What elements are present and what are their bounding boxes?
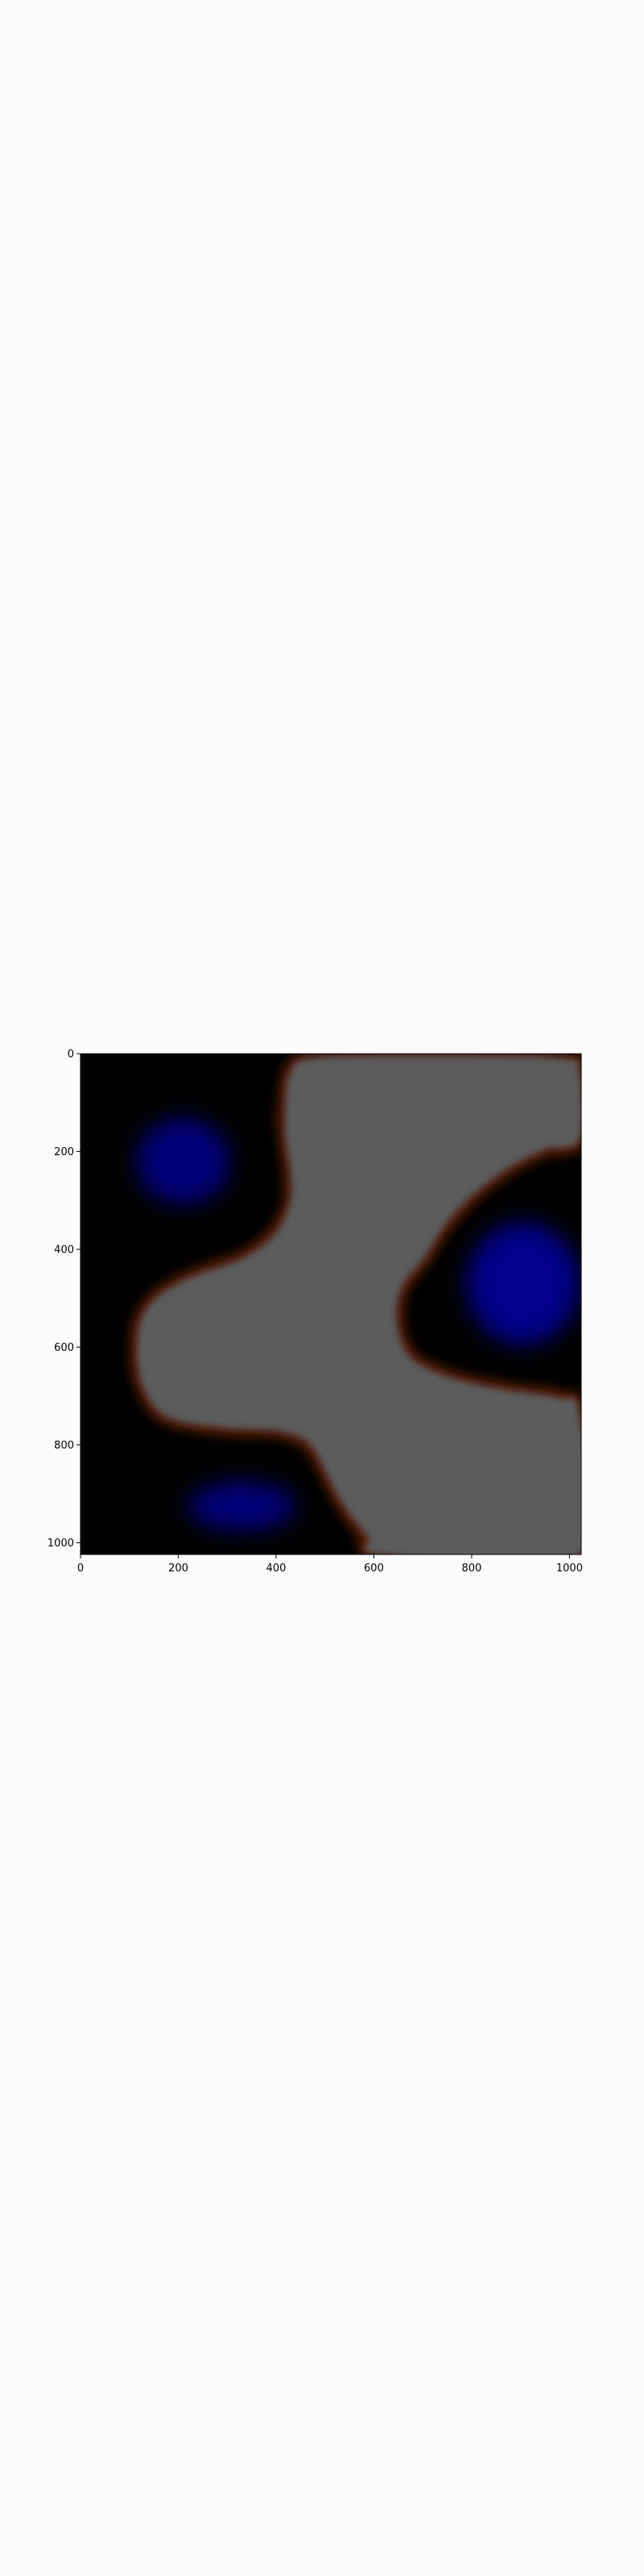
x-tick-label: 0	[77, 1563, 84, 1575]
blob-right	[466, 1222, 580, 1345]
gray-region	[137, 1055, 581, 1554]
x-axis: 0 200 400 600 800 1000	[77, 1554, 583, 1575]
blob-bottom	[188, 1481, 296, 1531]
blob-upper-left	[136, 1118, 230, 1205]
x-tick-label: 1000	[556, 1563, 583, 1575]
x-tick-label: 800	[462, 1563, 482, 1575]
x-tick-label: 600	[364, 1563, 384, 1575]
y-tick-label: 800	[54, 1439, 74, 1451]
x-tick-label: 200	[168, 1563, 188, 1575]
y-tick-label: 200	[54, 1146, 74, 1158]
y-tick-label: 0	[68, 1049, 74, 1061]
plot-area	[80, 1054, 581, 1554]
y-tick-label: 400	[54, 1244, 74, 1256]
y-tick-label: 600	[54, 1342, 74, 1354]
x-tick-label: 400	[266, 1563, 287, 1575]
y-tick-label: 1000	[47, 1538, 74, 1550]
blob-layer	[136, 1118, 580, 1531]
plot-frame	[80, 1053, 582, 1555]
region-layer	[131, 1054, 581, 1554]
y-axis: 0 200 400 600 800 1000	[47, 1049, 80, 1550]
